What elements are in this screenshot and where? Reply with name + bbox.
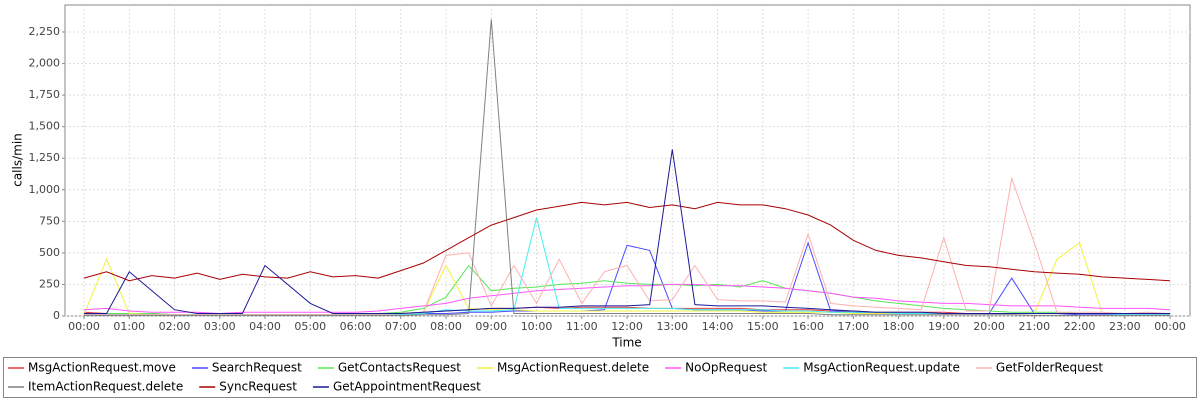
- legend-item: ItemActionRequest.delete: [8, 380, 183, 394]
- x-tick-label: 22:00: [1064, 320, 1096, 333]
- legend-item: MsgActionRequest.delete: [476, 361, 649, 375]
- legend-item: MsgActionRequest.move: [8, 361, 176, 375]
- legend-label: GetAppointmentRequest: [333, 380, 481, 394]
- x-tick-label: 01:00: [113, 320, 145, 333]
- legend-label: SyncRequest: [219, 380, 297, 394]
- x-tick-label: 19:00: [928, 320, 960, 333]
- y-tick-label: 2,000: [29, 57, 61, 70]
- x-tick-label: 21:00: [1018, 320, 1050, 333]
- x-tick-label: 12:00: [611, 320, 643, 333]
- y-tick-label: 1,000: [29, 183, 61, 196]
- legend: MsgActionRequest.move SearchRequest GetCon…: [8, 361, 1103, 394]
- x-tick-label: 23:00: [1109, 320, 1141, 333]
- x-tick-label: 17:00: [837, 320, 869, 333]
- x-tick-label: 03:00: [204, 320, 236, 333]
- legend-label: MsgActionRequest.move: [28, 361, 176, 375]
- series-line: [84, 176, 1171, 316]
- legend-label: MsgActionRequest.update: [803, 361, 960, 375]
- legend-item: NoOpRequest: [665, 361, 768, 375]
- x-tick-label: 16:00: [792, 320, 824, 333]
- y-tick-label: 1,750: [29, 88, 61, 101]
- x-tick-label: 10:00: [521, 320, 553, 333]
- y-tick-label: 1,250: [29, 151, 61, 164]
- legend-item: SyncRequest: [199, 380, 297, 394]
- legend-item: GetContactsRequest: [317, 361, 461, 375]
- legend-box: [3, 357, 1197, 398]
- series-line: [84, 19, 1171, 316]
- y-tick-label: 250: [39, 277, 60, 290]
- legend-item: GetAppointmentRequest: [312, 380, 481, 394]
- legend-label: GetFolderRequest: [996, 361, 1104, 375]
- y-tick-label: 750: [39, 214, 60, 227]
- series-line: [84, 149, 1171, 314]
- x-tick-label: 15:00: [747, 320, 779, 333]
- x-tick-label: 14:00: [702, 320, 734, 333]
- x-tick-label: 00:00: [1154, 320, 1186, 333]
- plot-area: [64, 4, 1191, 317]
- x-tick-label: 13:00: [656, 320, 688, 333]
- y-tick-label: 0: [53, 309, 60, 322]
- series-line: [83, 283, 1171, 315]
- y-tick-label: 1,500: [29, 120, 61, 133]
- x-tick-label: 09:00: [475, 320, 507, 333]
- legend-item: MsgActionRequest.update: [783, 361, 960, 375]
- x-tick-label: 02:00: [159, 320, 191, 333]
- legend-item: GetFolderRequest: [975, 361, 1104, 375]
- legend-label: SearchRequest: [212, 361, 302, 375]
- x-tick-label: 00:00: [68, 320, 100, 333]
- x-tick-label: 18:00: [883, 320, 915, 333]
- legend-label: MsgActionRequest.delete: [497, 361, 649, 375]
- x-tick-label: 08:00: [430, 320, 462, 333]
- x-axis-label: Time: [611, 336, 641, 350]
- legend-label: ItemActionRequest.delete: [28, 380, 183, 394]
- y-tick-label: 2,250: [29, 25, 61, 38]
- x-tick-label: 11:00: [566, 320, 598, 333]
- series-line: [83, 201, 1171, 282]
- x-tick-label: 04:00: [249, 320, 281, 333]
- legend-item: SearchRequest: [191, 361, 302, 375]
- x-tick-label: 20:00: [973, 320, 1005, 333]
- y-axis-label: calls/min: [11, 133, 25, 187]
- legend-label: GetContactsRequest: [338, 361, 461, 375]
- legend-label: NoOpRequest: [685, 361, 767, 375]
- x-tick-label: 06:00: [340, 320, 372, 333]
- x-tick-label: 07:00: [385, 320, 417, 333]
- x-tick-label: 05:00: [294, 320, 326, 333]
- y-tick-label: 500: [39, 246, 60, 259]
